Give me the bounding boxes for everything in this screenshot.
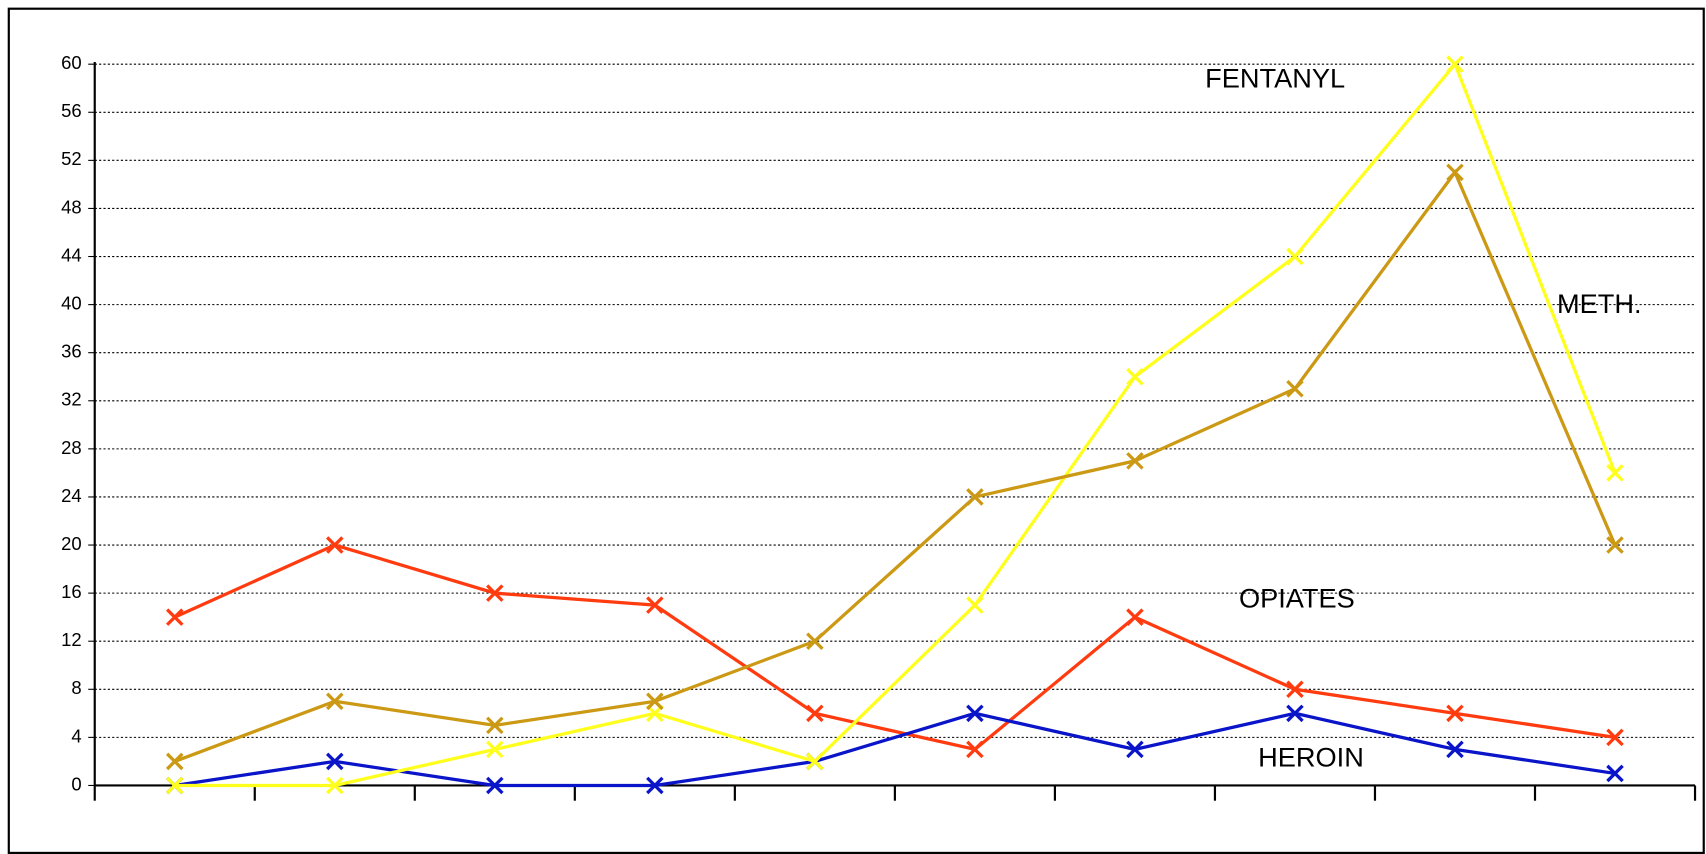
point-marker — [165, 776, 184, 795]
series-line — [174, 543, 1616, 752]
chart-frame — [7, 7, 1705, 854]
point-marker — [966, 596, 984, 614]
point-marker — [1606, 464, 1624, 482]
point-marker — [326, 752, 344, 771]
point-marker — [1286, 704, 1304, 723]
point-marker — [326, 536, 344, 554]
point-marker — [1446, 740, 1464, 759]
point-marker — [165, 608, 184, 626]
y-tick-label: 20 — [61, 533, 82, 554]
y-tick-label: 4 — [71, 725, 81, 746]
point-marker — [486, 584, 504, 602]
point-marker — [1286, 247, 1304, 266]
point-marker — [1126, 740, 1144, 759]
point-marker — [326, 692, 344, 711]
point-marker — [966, 488, 984, 506]
y-tick-label: 60 — [61, 52, 82, 73]
series-label: OPIATES — [1239, 583, 1355, 614]
point-marker — [646, 692, 664, 711]
y-tick-label: 40 — [61, 293, 82, 314]
point-marker — [486, 776, 504, 795]
series-line — [174, 61, 1617, 788]
point-marker — [1126, 452, 1144, 470]
point-marker — [486, 716, 504, 735]
point-marker — [1606, 764, 1624, 783]
point-marker — [966, 704, 984, 723]
point-marker — [806, 704, 824, 723]
point-marker — [1606, 536, 1624, 554]
series-label: HEROIN — [1258, 742, 1364, 773]
point-marker — [1606, 728, 1624, 747]
point-marker — [1446, 55, 1464, 73]
y-tick-label: 12 — [61, 629, 82, 650]
point-marker — [1126, 608, 1144, 626]
point-marker — [1286, 680, 1304, 699]
point-marker — [966, 740, 984, 759]
y-tick-label: 36 — [61, 341, 82, 362]
y-tick-label: 8 — [71, 677, 81, 698]
point-marker — [646, 776, 664, 795]
point-marker — [486, 740, 504, 759]
point-marker — [1126, 367, 1144, 386]
point-marker — [1446, 704, 1464, 723]
point-marker — [806, 752, 824, 771]
y-tick-label: 24 — [61, 485, 82, 506]
y-tick-label: 0 — [71, 773, 81, 794]
point-marker — [1286, 379, 1304, 398]
point-marker — [165, 752, 184, 771]
point-marker — [326, 776, 344, 795]
y-tick-label: 56 — [61, 100, 82, 121]
point-marker — [1446, 163, 1464, 182]
y-tick-label: 28 — [61, 437, 82, 458]
point-marker — [646, 596, 664, 614]
series-line — [174, 169, 1617, 763]
y-tick-label: 44 — [61, 244, 82, 265]
series-label: FENTANYL — [1205, 63, 1345, 94]
y-tick-label: 52 — [61, 148, 82, 169]
series-label: METH. — [1557, 288, 1642, 319]
point-marker — [806, 632, 824, 650]
series-line — [174, 711, 1616, 788]
y-tick-label: 16 — [61, 581, 82, 602]
y-tick-label: 32 — [61, 389, 82, 410]
y-tick-label: 48 — [61, 196, 82, 217]
